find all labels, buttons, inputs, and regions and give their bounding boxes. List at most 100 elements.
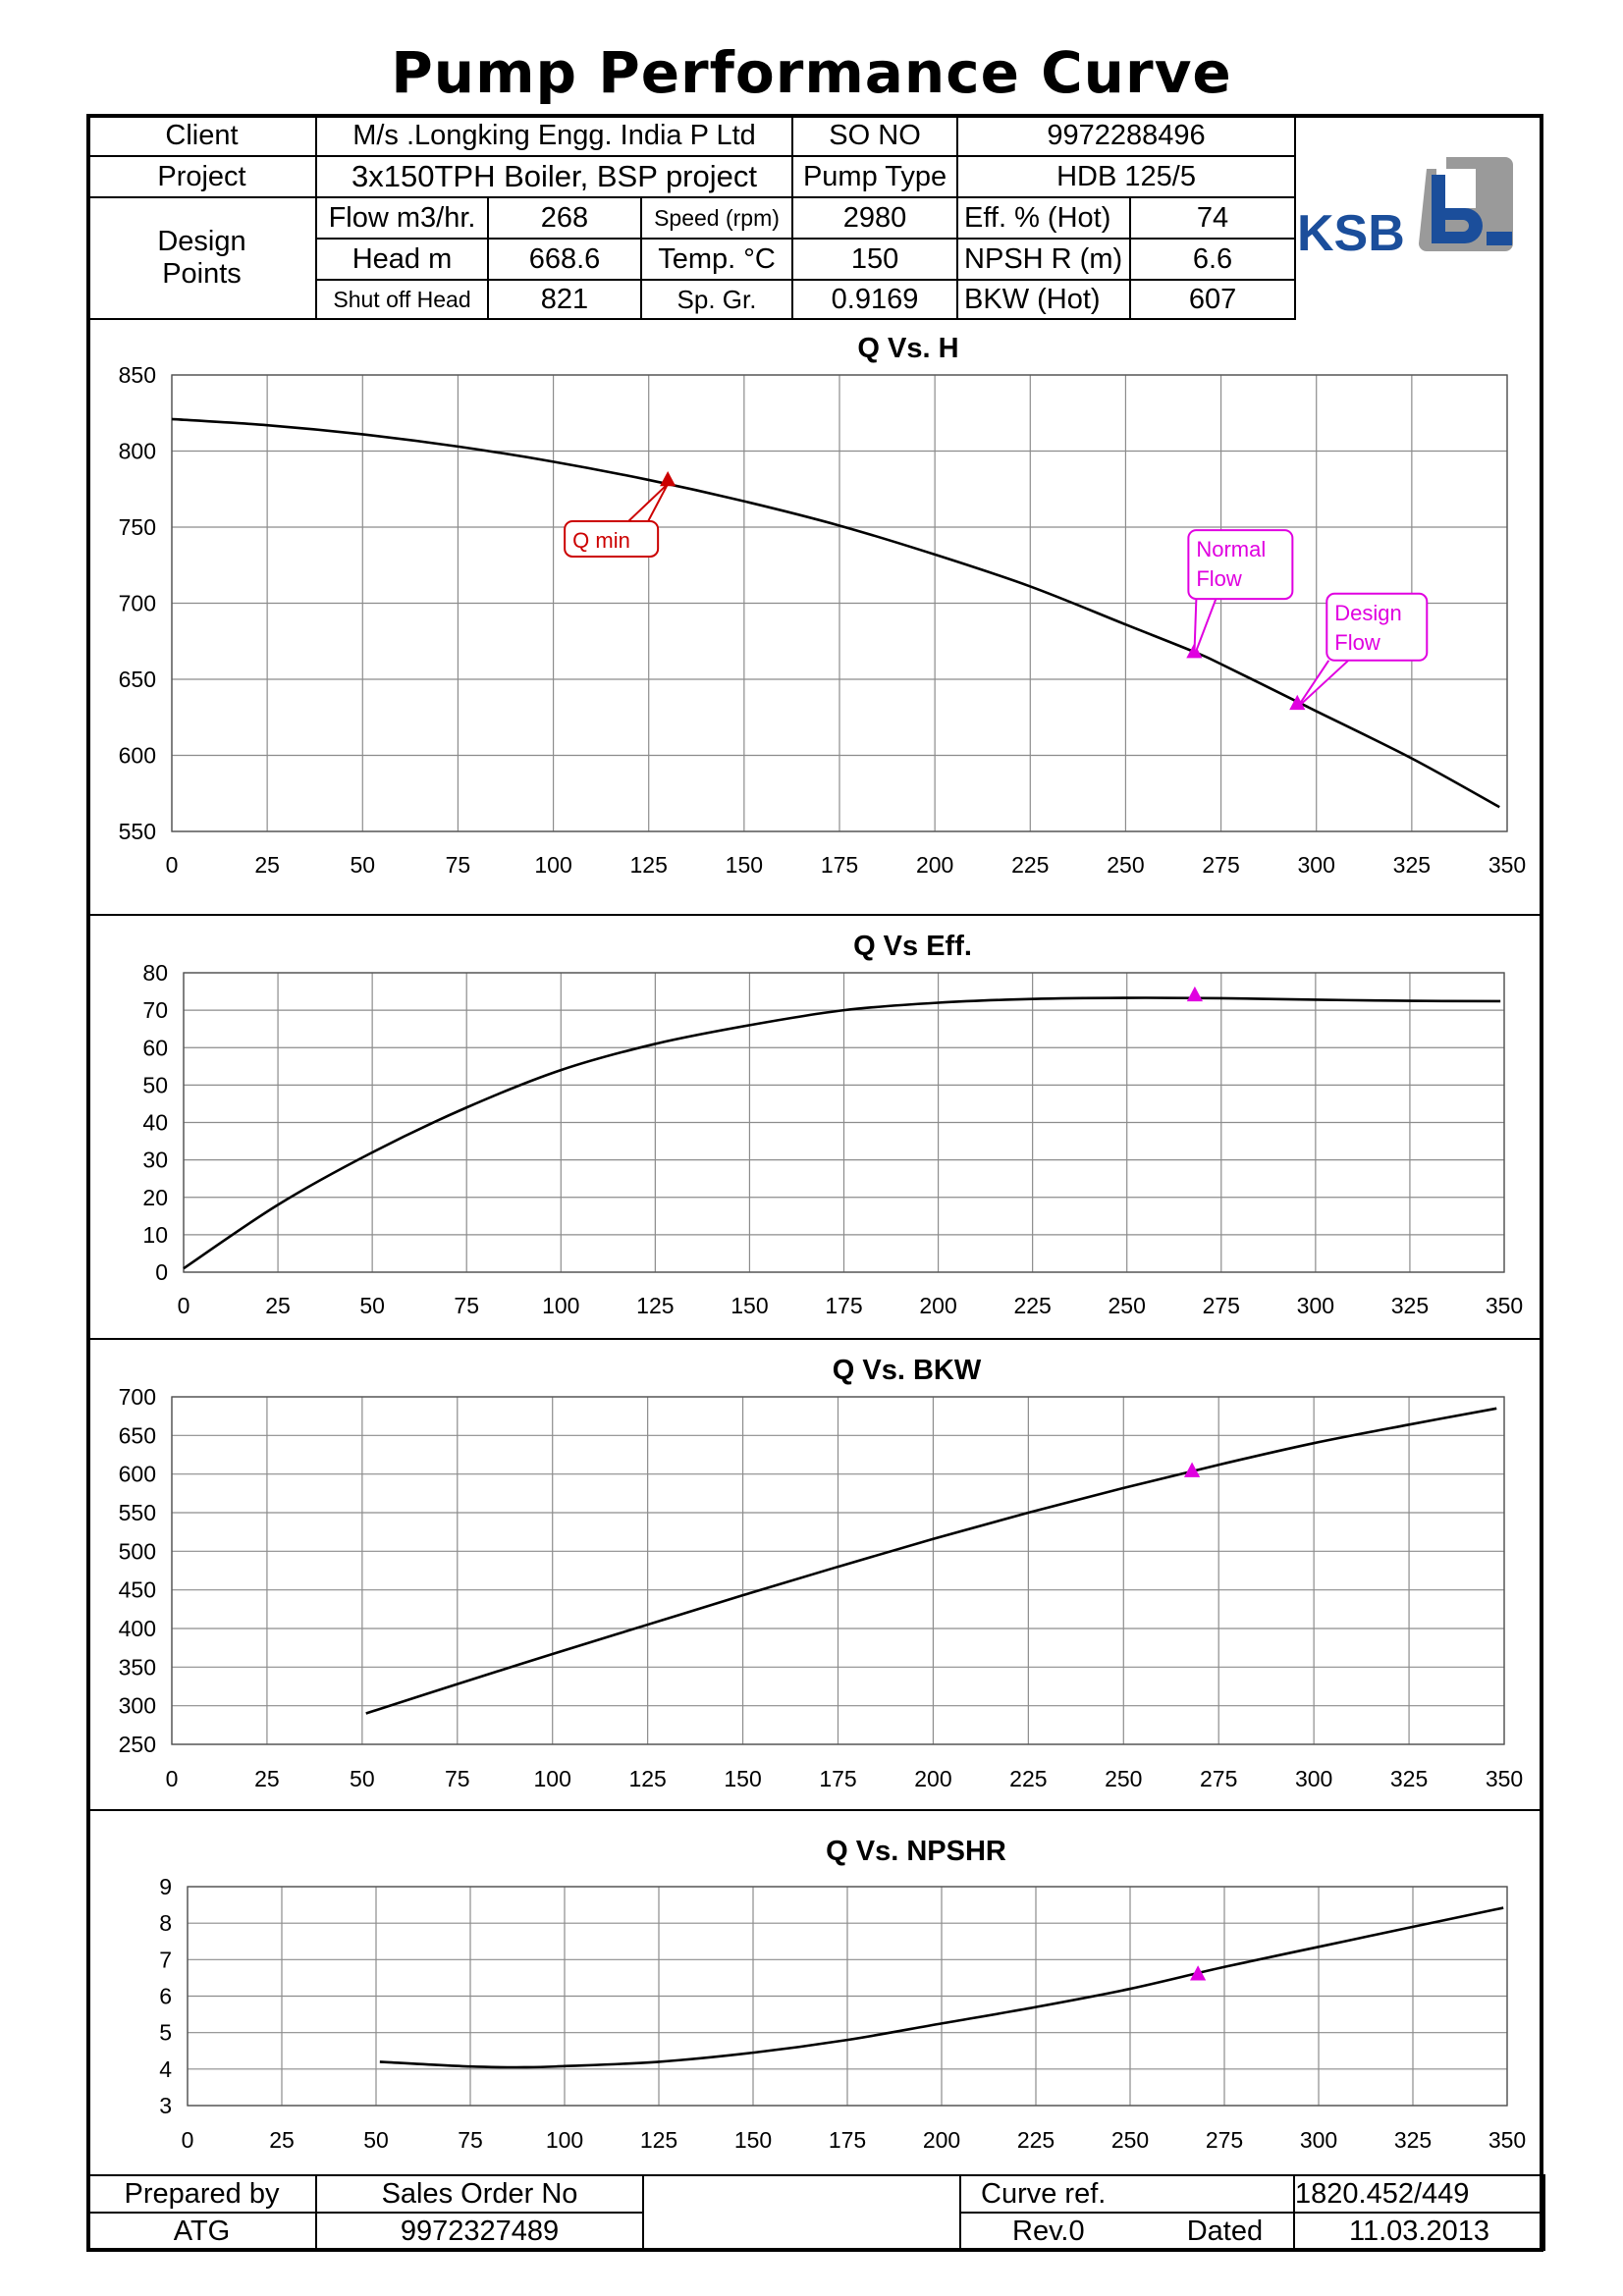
x-tick-label: 300 [1297, 1293, 1334, 1318]
callout-label: Normal [1196, 537, 1266, 561]
marker-triangle [1186, 986, 1203, 1002]
flow-value: 268 [487, 196, 642, 240]
rev-dated-cell: Rev.0 Dated [959, 2212, 1295, 2251]
y-tick-label: 7 [159, 1947, 172, 1972]
x-tick-label: 125 [640, 2127, 677, 2153]
x-tick-label: 50 [350, 1766, 375, 1791]
x-tick-label: 75 [458, 2127, 483, 2153]
y-tick-label: 650 [119, 667, 156, 692]
logo-text: KSB [1297, 205, 1405, 262]
chart-title: Q Vs. H [857, 333, 958, 364]
marker-triangle [660, 470, 676, 487]
series-line [171, 417, 1500, 809]
plot-area-border [183, 972, 1505, 1273]
x-tick-label: 50 [350, 852, 375, 878]
y-tick-label: 60 [142, 1035, 168, 1060]
rev-value: Rev.0 [1012, 2215, 1085, 2247]
x-tick-label: 100 [546, 2127, 583, 2153]
client-label: Client [86, 114, 317, 157]
section-divider [86, 1338, 1543, 1340]
page-title: Pump Performance Curve [391, 39, 1232, 106]
x-tick-label: 150 [726, 852, 763, 878]
chart-q-vs-eff: Q Vs Eff.0 25 50 75 100 125 150 175 200 225 250 275… [142, 931, 1523, 1318]
x-tick-label: 325 [1394, 2127, 1432, 2153]
callout-pointer [1296, 660, 1349, 709]
y-tick-label: 550 [119, 819, 156, 844]
x-tick-label: 225 [1009, 1766, 1047, 1791]
project-label: Project [86, 155, 317, 198]
dated-label: Dated [1186, 2215, 1264, 2247]
y-tick-label: 50 [142, 1072, 168, 1097]
y-tick-label: 40 [142, 1110, 168, 1136]
logo-bar-shape [1487, 232, 1512, 245]
chart-title: Q Vs. BKW [833, 1355, 982, 1386]
x-tick-label: 125 [630, 852, 668, 878]
callout-label: Design [1334, 601, 1401, 625]
chart-q-vs-h: Q Vs. H 0 25 50 75 100 125 150 175 200 225 250 275 30… [119, 333, 1527, 878]
x-tick-label: 275 [1202, 852, 1239, 878]
eff-label: Eff. % (Hot) [956, 196, 1132, 240]
y-tick-label: 80 [142, 960, 168, 986]
y-tick-label: 300 [119, 1693, 156, 1719]
series-line [365, 1407, 1497, 1715]
spgr-value: 0.9169 [791, 279, 959, 320]
y-tick-label: 350 [119, 1654, 156, 1680]
x-tick-label: 125 [636, 1293, 674, 1318]
prepared-value: ATG [86, 2212, 317, 2251]
x-tick-label: 100 [534, 852, 571, 878]
series-line [183, 996, 1501, 1270]
y-tick-label: 700 [119, 591, 156, 616]
y-tick-label: 4 [159, 2056, 172, 2082]
callout-pointer [1193, 598, 1217, 657]
x-tick-label: 175 [821, 852, 858, 878]
npsh-label: NPSH R (m) [956, 238, 1132, 281]
x-tick-label: 350 [1486, 1293, 1523, 1318]
project-value: 3x150TPH Boiler, BSP project [314, 155, 794, 198]
y-tick-label: 850 [119, 362, 156, 388]
flow-label: Flow m3/hr. [315, 196, 489, 240]
callout-box [1187, 529, 1294, 601]
x-tick-label: 25 [265, 1293, 291, 1318]
x-tick-label: 325 [1393, 852, 1431, 878]
sales-order-value: 9972327489 [315, 2212, 644, 2251]
footer-blank-cell [642, 2174, 961, 2251]
x-tick-label: 275 [1203, 1293, 1240, 1318]
speed-value: 2980 [791, 196, 959, 240]
x-tick-label: 250 [1109, 1293, 1146, 1318]
bkw-label: BKW (Hot) [956, 279, 1132, 320]
y-tick-label: 250 [119, 1732, 156, 1757]
sales-order-label: Sales Order No [315, 2174, 644, 2214]
x-tick-label: 275 [1206, 2127, 1243, 2153]
x-tick-label: 75 [445, 1766, 470, 1791]
client-value: M/s .Longking Engg. India P Ltd [314, 114, 794, 157]
x-tick-label: 125 [628, 1766, 666, 1791]
x-tick-label: 50 [359, 1293, 385, 1318]
curve-ref-label: Curve ref. [959, 2174, 1295, 2214]
x-tick-label: 150 [730, 1293, 768, 1318]
x-tick-label: 25 [269, 2127, 295, 2153]
x-tick-label: 225 [1017, 2127, 1055, 2153]
x-tick-label: 325 [1391, 1293, 1429, 1318]
x-tick-label: 225 [1013, 1293, 1051, 1318]
x-tick-label: 175 [825, 1293, 862, 1318]
y-tick-label: 650 [119, 1422, 156, 1448]
y-tick-label: 9 [159, 1874, 172, 1899]
x-tick-label: 200 [914, 1766, 951, 1791]
x-tick-label: 0 [182, 2127, 194, 2153]
y-tick-label: 750 [119, 514, 156, 540]
pump-type-label: Pump Type [791, 155, 959, 198]
x-tick-label: 350 [1486, 1766, 1523, 1791]
y-tick-label: 500 [119, 1538, 156, 1564]
x-tick-label: 175 [819, 1766, 856, 1791]
y-tick-label: 600 [119, 1462, 156, 1487]
spgr-label: Sp. Gr. [639, 279, 794, 320]
callout-box [1325, 592, 1429, 662]
chart-title: Q Vs Eff. [853, 931, 972, 962]
x-tick-label: 200 [923, 2127, 960, 2153]
x-tick-label: 250 [1107, 852, 1144, 878]
x-tick-label: 250 [1111, 2127, 1149, 2153]
logo-b-shape [1432, 175, 1483, 243]
section-divider [86, 914, 1543, 916]
curve-ref-value: 1820.452/449 [1293, 2174, 1545, 2214]
